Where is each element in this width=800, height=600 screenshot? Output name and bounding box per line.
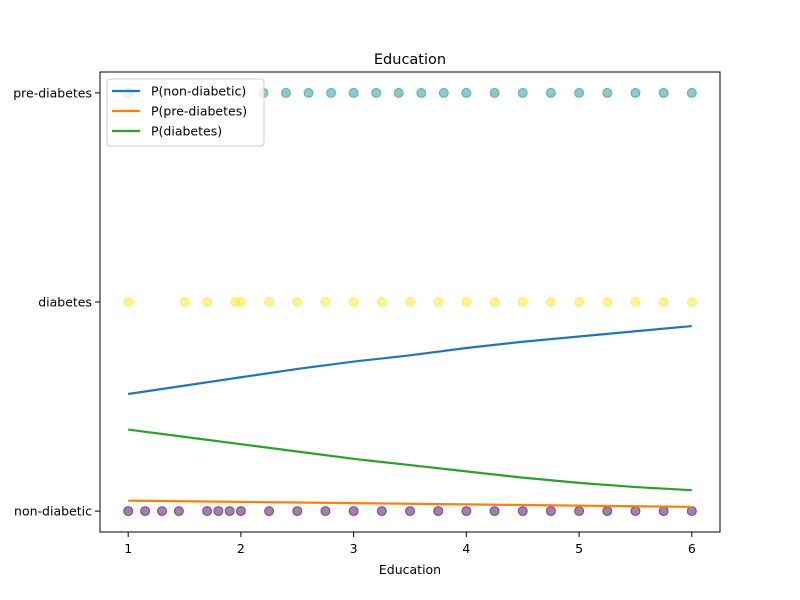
scatter-point-non-diabetic-2 — [157, 506, 167, 517]
scatter-point-diabetes-14 — [517, 297, 528, 307]
scatter-point-non-diabetic-16 — [489, 506, 500, 517]
series-line-0 — [128, 324, 692, 396]
scatter-point-diabetes-19 — [658, 297, 669, 307]
scatter-point-pre-diabetes-8 — [393, 87, 404, 98]
scatter-layer — [123, 87, 697, 517]
scatter-point-pre-diabetes-6 — [348, 87, 359, 98]
scatter-point-diabetes-16 — [574, 297, 585, 307]
y-axis: non-diabetic diabetes pre-diabetes — [13, 85, 100, 519]
scatter-point-non-diabetic-15 — [461, 506, 472, 517]
series-line-1 — [128, 499, 692, 509]
scatter-point-non-diabetic-8 — [264, 506, 275, 517]
scatter-point-diabetes-6 — [292, 297, 303, 307]
scatter-point-diabetes-12 — [461, 297, 472, 307]
scatter-point-non-diabetic-21 — [630, 506, 641, 517]
line-layer — [128, 324, 692, 509]
scatter-point-non-diabetic-17 — [517, 506, 528, 517]
x-tick-label-2: 3 — [350, 541, 358, 556]
scatter-point-pre-diabetes-18 — [658, 87, 669, 98]
legend-box — [106, 78, 265, 147]
scatter-point-diabetes-15 — [545, 297, 556, 307]
legend-label-2: P(diabetes) — [151, 124, 222, 139]
scatter-point-diabetes-11 — [433, 297, 444, 307]
scatter-point-non-diabetic-3 — [173, 506, 184, 517]
scatter-point-pre-diabetes-14 — [545, 87, 556, 98]
scatter-point-pre-diabetes-4 — [303, 87, 314, 98]
scatter-point-diabetes-4 — [235, 297, 246, 307]
scatter-point-diabetes-8 — [348, 297, 359, 307]
y-tick-label-1: diabetes — [38, 295, 92, 310]
scatter-point-non-diabetic-22 — [658, 506, 669, 517]
y-tick-label-2: pre-diabetes — [13, 85, 92, 100]
scatter-point-non-diabetic-5 — [213, 506, 224, 517]
scatter-point-pre-diabetes-17 — [630, 87, 641, 98]
x-tick-label-4: 5 — [575, 541, 583, 556]
scatter-point-diabetes-20 — [686, 297, 697, 307]
scatter-point-diabetes-2 — [202, 297, 213, 307]
x-axis: 1 2 3 4 5 6 — [124, 532, 696, 556]
series-line-2 — [128, 428, 692, 492]
chart-title: Education — [374, 52, 446, 68]
scatter-point-non-diabetic-12 — [376, 506, 387, 517]
scatter-point-diabetes-1 — [179, 297, 190, 307]
legend-label-1: P(pre-diabetes) — [151, 104, 247, 119]
scatter-point-diabetes-18 — [630, 297, 641, 307]
scatter-point-non-diabetic-13 — [405, 506, 415, 517]
x-tick-label-0: 1 — [124, 541, 132, 556]
scatter-point-non-diabetic-6 — [224, 506, 235, 517]
scatter-point-non-diabetic-14 — [433, 506, 444, 517]
scatter-point-non-diabetic-18 — [545, 506, 556, 517]
scatter-point-diabetes-7 — [320, 297, 331, 307]
scatter-point-pre-diabetes-19 — [686, 87, 697, 98]
scatter-point-non-diabetic-10 — [320, 506, 331, 517]
legend: P(non-diabetic) P(pre-diabetes) P(diabetes… — [106, 78, 265, 147]
scatter-point-non-diabetic-20 — [602, 506, 613, 517]
y-tick-label-0: non-diabetic — [14, 504, 92, 519]
scatter-point-non-diabetic-11 — [348, 506, 359, 517]
scatter-point-non-diabetic-1 — [140, 506, 151, 517]
scatter-point-pre-diabetes-12 — [489, 87, 500, 98]
scatter-point-pre-diabetes-15 — [574, 87, 585, 98]
scatter-point-diabetes-10 — [405, 297, 415, 307]
scatter-point-pre-diabetes-13 — [517, 87, 528, 98]
scatter-point-pre-diabetes-7 — [371, 87, 382, 98]
x-tick-label-5: 6 — [688, 541, 696, 556]
scatter-point-non-diabetic-19 — [574, 506, 585, 517]
legend-label-0: P(non-diabetic) — [151, 84, 246, 99]
scatter-point-diabetes-9 — [376, 297, 387, 307]
x-tick-label-3: 4 — [462, 541, 470, 556]
scatter-point-diabetes-5 — [264, 297, 275, 307]
scatter-point-diabetes-0 — [123, 297, 134, 307]
x-axis-label: Education — [379, 562, 441, 577]
x-tick-label-1: 2 — [237, 541, 245, 556]
scatter-point-pre-diabetes-11 — [461, 87, 472, 98]
scatter-point-diabetes-13 — [489, 297, 500, 307]
scatter-point-non-diabetic-4 — [202, 506, 213, 517]
scatter-point-non-diabetic-7 — [235, 506, 246, 517]
scatter-point-diabetes-17 — [602, 297, 613, 307]
scatter-point-non-diabetic-0 — [123, 506, 134, 517]
scatter-point-pre-diabetes-10 — [438, 87, 449, 98]
scatter-point-non-diabetic-9 — [292, 506, 303, 517]
scatter-point-pre-diabetes-9 — [416, 87, 427, 98]
scatter-point-pre-diabetes-3 — [281, 87, 291, 98]
scatter-point-pre-diabetes-16 — [602, 87, 613, 98]
scatter-point-pre-diabetes-5 — [326, 87, 337, 98]
